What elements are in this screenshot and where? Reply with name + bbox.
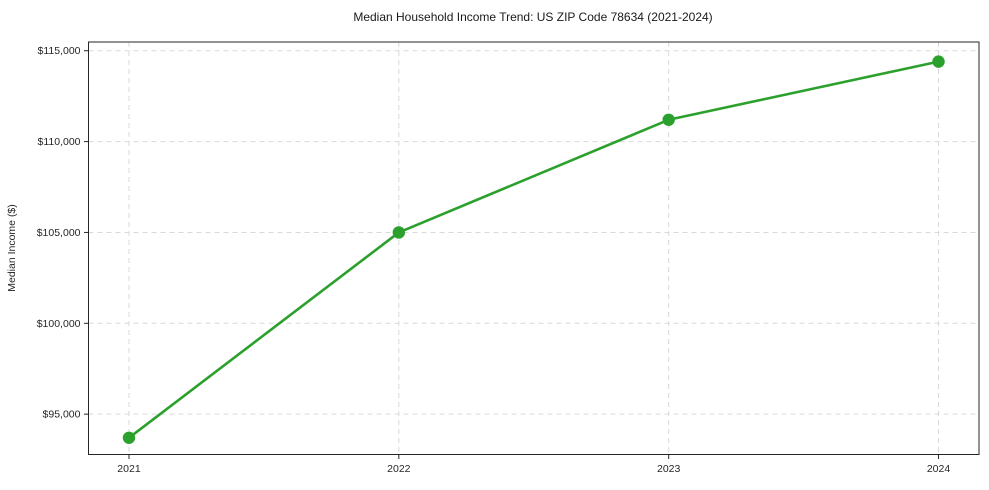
x-tick-label: 2024 — [927, 463, 951, 475]
y-tick-label: $100,000 — [37, 318, 81, 330]
data-point — [392, 226, 406, 239]
data-point — [932, 55, 945, 68]
y-tick-label: $115,000 — [37, 45, 80, 57]
x-tick-label: 2021 — [117, 463, 141, 475]
chart-title: Median Household Income Trend: US ZIP Co… — [353, 10, 712, 24]
data-point — [122, 431, 136, 444]
y-tick-label: $110,000 — [37, 136, 80, 148]
data-point — [662, 113, 675, 126]
y-tick-label: $95,000 — [43, 409, 81, 421]
x-tick-label: 2022 — [387, 463, 411, 475]
y-tick-label: $105,000 — [37, 227, 81, 239]
axis-frame — [88, 41, 980, 455]
plot-area: $95,000 $100,000 $105,000 $110,000 $115,000 2… — [37, 41, 980, 475]
x-tick-label: 2023 — [657, 463, 681, 475]
y-axis-label: Median Income ($) — [6, 204, 18, 292]
series-line — [127, 60, 940, 440]
